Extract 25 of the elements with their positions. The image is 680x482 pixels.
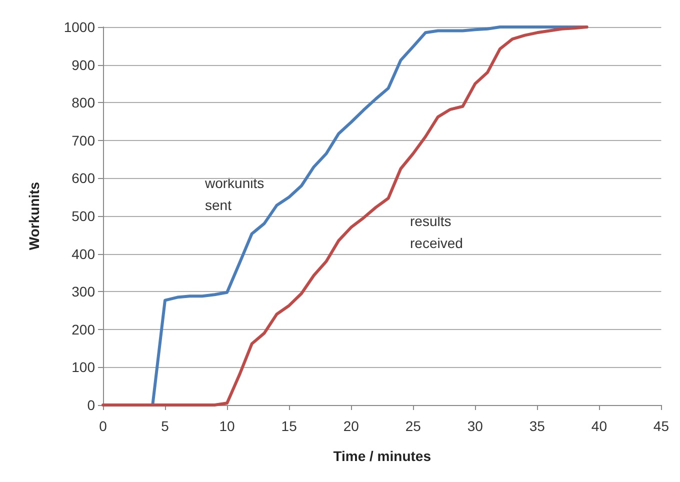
x-tick-label: 40 [591, 418, 608, 434]
y-tick-label: 600 [72, 170, 96, 186]
annotation: workunits sent [204, 175, 264, 213]
x-tick-label: 45 [653, 418, 670, 434]
x-tick-label: 25 [405, 418, 422, 434]
annotation: results received [410, 213, 463, 251]
y-tick-label: 400 [72, 246, 96, 262]
y-tick-label: 1000 [64, 19, 96, 35]
x-tick-label: 5 [161, 418, 170, 434]
y-tick-label: 100 [72, 359, 96, 376]
y-tick-label: 500 [72, 208, 96, 224]
y-tick-label: 200 [72, 321, 96, 338]
x-tick-label: 30 [467, 418, 484, 434]
y-tick-label: 700 [72, 132, 96, 148]
x-tick-label: 35 [529, 418, 546, 434]
y-tick-label: 900 [72, 56, 96, 73]
x-axis-title: Time / minutes [333, 448, 432, 464]
y-tick-label: 0 [87, 397, 96, 413]
x-tick-label: 10 [219, 418, 236, 434]
y-tick-label: 800 [72, 94, 96, 111]
x-tick-label: 0 [99, 418, 108, 434]
x-tick-label: 20 [343, 418, 360, 434]
y-tick-label: 300 [72, 284, 96, 300]
y-axis-title: Workunits [26, 182, 42, 250]
x-tick-label: 15 [281, 418, 298, 434]
